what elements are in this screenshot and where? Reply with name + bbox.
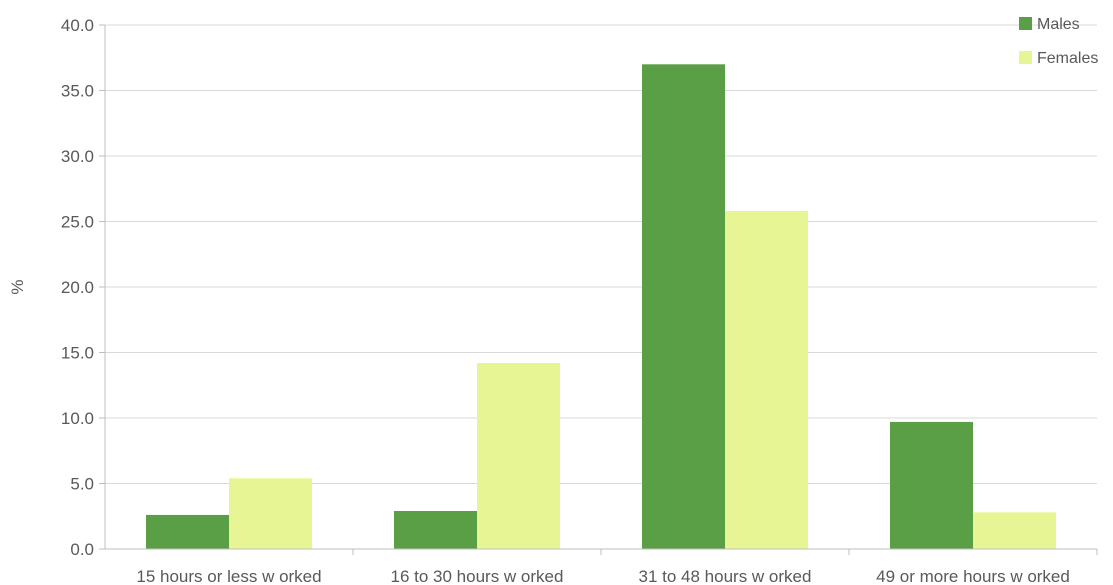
bar-males-4 <box>890 421 973 549</box>
legend-swatch-females <box>1019 51 1032 64</box>
y-tick-label: 10.0 <box>61 409 94 428</box>
axes: 0.0 5.0 10.0 15.0 20.0 25.0 30.0 35.0 40.0 15 hou… <box>61 16 1098 585</box>
x-tick-label: 15 hours or less w orked <box>136 567 321 585</box>
bar-females-4 <box>973 512 1056 549</box>
bar-females-1 <box>229 478 312 549</box>
legend: Males Females <box>1019 16 1098 67</box>
bar-females-2 <box>477 362 560 549</box>
y-tick-label: 5.0 <box>70 475 94 494</box>
y-tick-label: 20.0 <box>61 278 94 297</box>
y-tick-label: 30.0 <box>61 147 94 166</box>
y-tick-label: 0.0 <box>70 540 94 559</box>
x-tick-label: 16 to 30 hours w orked <box>391 567 564 585</box>
y-tick-label: 15.0 <box>61 344 94 363</box>
bar-males-2 <box>394 511 477 549</box>
y-tick-label: 40.0 <box>61 16 94 35</box>
x-tick-label: 49 or more hours w orked <box>876 567 1070 585</box>
bar-males-3 <box>642 64 725 550</box>
legend-label-males: Males <box>1037 16 1080 33</box>
gridlines <box>105 24 1097 484</box>
y-axis-title: % <box>8 279 27 294</box>
bars <box>146 64 1056 550</box>
bar-females-3 <box>725 211 808 549</box>
legend-label-females: Females <box>1037 50 1098 67</box>
y-tick-label: 35.0 <box>61 82 94 101</box>
legend-swatch-males <box>1019 17 1032 30</box>
y-tick-label: 25.0 <box>61 213 94 232</box>
x-tick-label: 31 to 48 hours w orked <box>639 567 812 585</box>
bar-males-1 <box>146 514 229 549</box>
